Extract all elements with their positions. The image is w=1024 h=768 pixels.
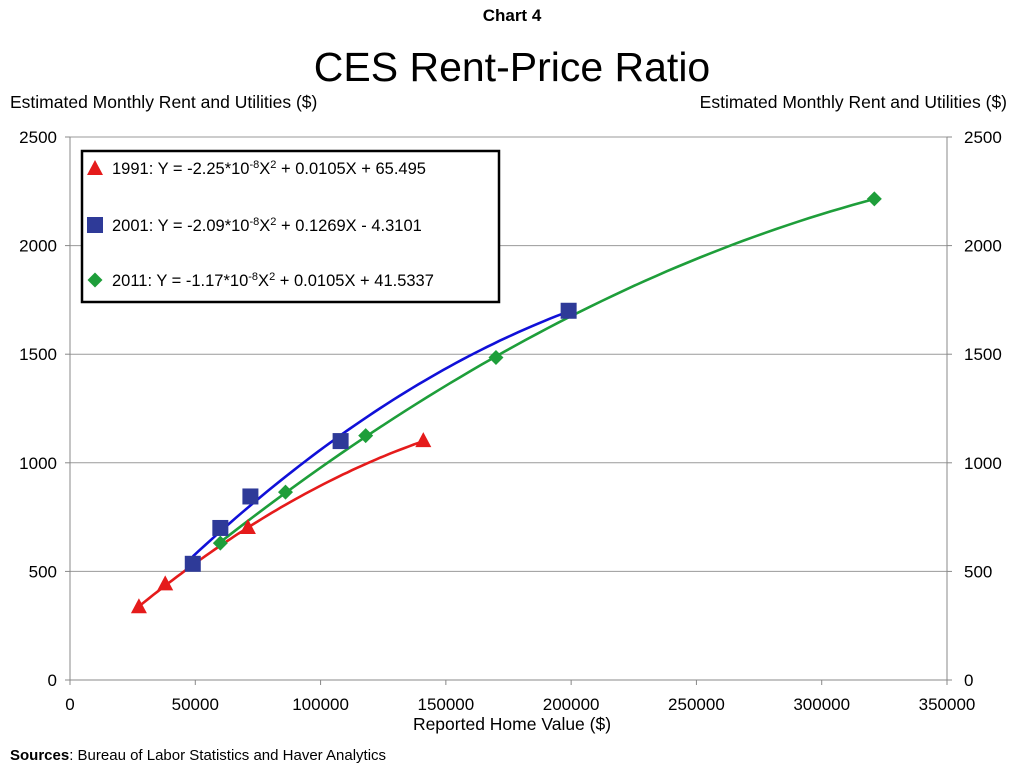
data-point-2011-2 xyxy=(277,484,293,500)
data-point-2001-3 xyxy=(242,488,259,505)
chart-title: CES Rent-Price Ratio xyxy=(313,44,711,90)
data-point-2001-2 xyxy=(212,519,229,536)
x-tick-label-100000: 100000 xyxy=(292,695,349,714)
y-tick-label-right-1500: 1500 xyxy=(964,345,1002,364)
y-tick-label-right-500: 500 xyxy=(964,562,992,581)
chart-number-label: Chart 4 xyxy=(482,6,542,25)
y-axis-label-right: Estimated Monthly Rent and Utilities ($) xyxy=(699,92,1007,112)
y-tick-label-left-0: 0 xyxy=(48,671,57,690)
data-point-2001-5 xyxy=(560,302,577,319)
y-tick-label-right-0: 0 xyxy=(964,671,973,690)
sources-text: : Bureau of Labor Statistics and Haver A… xyxy=(69,747,387,764)
legend-entry-2011: 2011: Y = -1.17*10-8X2 + 0.0105X + 41.53… xyxy=(112,271,434,290)
data-point-1991-2 xyxy=(157,575,174,591)
data-point-2011-1 xyxy=(212,535,228,551)
legend-marker-2011 xyxy=(87,272,103,288)
y-tick-label-left-1500: 1500 xyxy=(19,345,57,364)
data-point-2001-1 xyxy=(184,555,201,572)
y-tick-label-right-1000: 1000 xyxy=(964,454,1002,473)
x-tick-label-300000: 300000 xyxy=(793,695,850,714)
trendline-1991 xyxy=(138,439,424,608)
legend-entry-1991: 1991: Y = -2.25*10-8X2 + 0.0105X + 65.49… xyxy=(112,159,426,178)
legend-marker-1991 xyxy=(87,160,103,175)
sources-note: Sources: Bureau of Labor Statistics and … xyxy=(10,747,386,764)
data-point-1991-3 xyxy=(239,518,256,534)
sources-label: Sources xyxy=(10,747,70,764)
trendline-2011 xyxy=(219,197,875,544)
x-tick-label-150000: 150000 xyxy=(417,695,474,714)
data-point-1991-1 xyxy=(130,598,147,614)
data-point-2011-4 xyxy=(488,349,504,365)
y-tick-label-left-2500: 2500 xyxy=(19,128,57,147)
y-axis-label-left: Estimated Monthly Rent and Utilities ($) xyxy=(10,92,318,112)
y-tick-label-left-500: 500 xyxy=(29,562,57,581)
y-tick-label-left-2000: 2000 xyxy=(19,237,57,256)
legend-box xyxy=(80,149,501,304)
x-tick-label-0: 0 xyxy=(65,695,74,714)
y-tick-label-right-2000: 2000 xyxy=(964,237,1002,256)
x-axis-label: Reported Home Value ($) xyxy=(412,714,612,734)
y-tick-label-right-2500: 2500 xyxy=(964,128,1002,147)
data-point-2011-3 xyxy=(358,428,374,444)
x-tick-label-200000: 200000 xyxy=(543,695,600,714)
data-point-2011-5 xyxy=(866,191,882,207)
x-tick-label-250000: 250000 xyxy=(668,695,725,714)
x-tick-label-50000: 50000 xyxy=(172,695,219,714)
legend-marker-2001 xyxy=(87,217,103,233)
data-point-1991-4 xyxy=(415,432,432,448)
data-point-2001-4 xyxy=(332,433,349,450)
y-tick-label-left-1000: 1000 xyxy=(19,454,57,473)
x-tick-label-350000: 350000 xyxy=(919,695,976,714)
legend-entry-2001: 2001: Y = -2.09*10-8X2 + 0.1269X - 4.310… xyxy=(112,216,422,235)
